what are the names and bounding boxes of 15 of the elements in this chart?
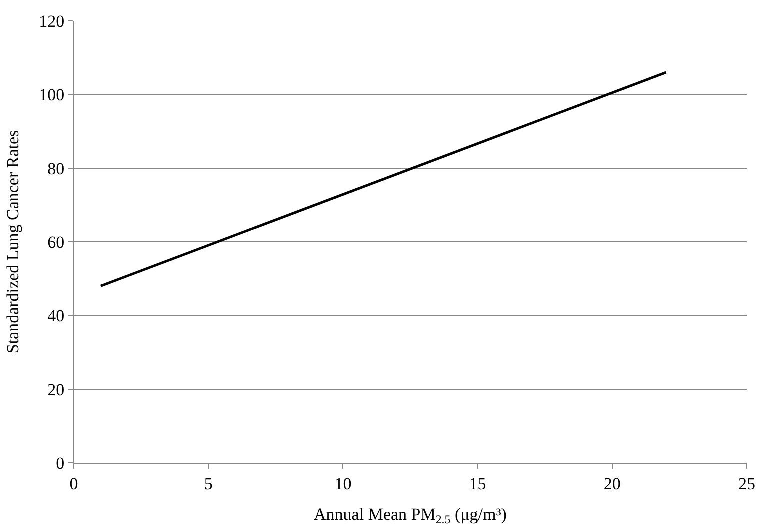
x-axis-title: Annual Mean PM$_{2.5}$ (μg/m³): [314, 504, 507, 526]
y-tick-label: 100: [39, 86, 65, 105]
y-tick-label: 120: [39, 12, 65, 31]
x-tick-label: 0: [70, 474, 78, 494]
x-tick-label: 20: [604, 474, 621, 494]
x-tick-label: 15: [469, 474, 486, 494]
y-tick-label: 60: [48, 232, 65, 252]
x-tick-label: 5: [204, 474, 213, 494]
y-axis-title: Standardized Lung Cancer Rates: [4, 130, 23, 354]
y-tick-label: 20: [48, 380, 65, 400]
y-tick-label: 80: [48, 159, 65, 178]
y-tick-label: 40: [48, 306, 65, 326]
y-tick-label: 0: [56, 454, 65, 473]
x-tick-label: 10: [334, 474, 352, 494]
x-tick-label: 25: [738, 474, 756, 494]
